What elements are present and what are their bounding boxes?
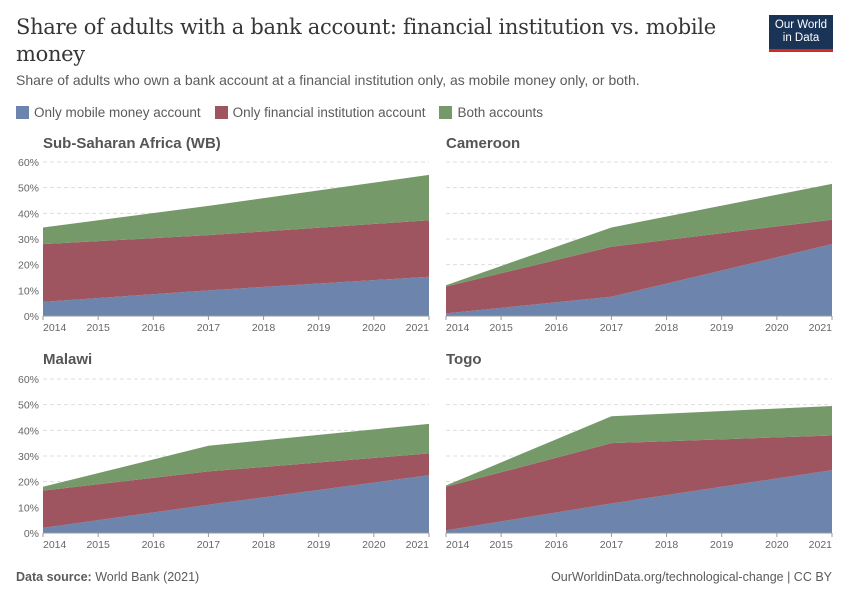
data-source: Data source: World Bank (2021) [16,570,199,584]
x-tick-label: 2016 [545,322,569,334]
x-tick-label: 2021 [809,539,833,551]
area-both-accounts[interactable] [446,405,832,487]
x-tick-label: 2015 [86,539,110,551]
x-tick-label: 2018 [655,322,679,334]
area-both-accounts[interactable] [43,174,429,245]
x-tick-label: 2019 [307,539,331,551]
area-only-financial-institution-account[interactable] [43,220,429,302]
panel-title-malawi: Malawi [43,351,93,368]
x-tick-label: 2018 [252,539,276,551]
y-tick-label: 0% [24,311,39,323]
legend-label: Only mobile money account [34,105,201,120]
x-tick-label: 2020 [765,322,789,334]
credit-link[interactable]: OurWorldinData.org/technological-change … [551,570,832,584]
y-tick-label: 30% [18,234,39,246]
x-tick-label: 2017 [600,322,624,334]
area-only-mobile-money-account[interactable] [43,475,429,533]
chart-panel-2: 0% 10% 20% 30% 40% 50% 60% 2014 2015 2016 2017 2018… [18,374,430,551]
x-tick-label: 2019 [307,322,331,334]
x-tick-label: 2019 [710,539,734,551]
x-tick-label: 2016 [142,539,166,551]
x-tick-label: 2018 [252,322,276,334]
x-tick-label: 2014 [43,322,67,334]
x-tick-label: 2017 [197,539,221,551]
y-tick-label: 20% [18,477,39,489]
x-tick-label: 2021 [809,322,833,334]
x-tick-label: 2017 [197,322,221,334]
y-tick-label: 60% [18,157,39,169]
y-tick-label: 50% [18,400,39,412]
area-only-financial-institution-account[interactable] [446,435,832,531]
y-tick-label: 60% [18,374,39,386]
area-both-accounts[interactable] [43,423,429,491]
legend-item-mobile-money[interactable]: Only mobile money account [16,105,201,120]
x-tick-label: 2015 [86,322,110,334]
x-tick-label: 2019 [710,322,734,334]
legend: Only mobile money account Only financial… [16,105,543,120]
legend-swatch-both [439,106,453,119]
legend-item-financial-institution[interactable]: Only financial institution account [214,105,426,120]
x-tick-label: 2020 [765,539,789,551]
chart-panel-0: 0% 10% 20% 30% 40% 50% 60% 2014 2015 2016 2017 2018… [18,157,430,334]
x-tick-label: 2021 [406,539,430,551]
legend-swatch-mobile [16,106,29,119]
panel-title-cameroon: Cameroon [446,135,521,152]
y-tick-label: 10% [18,502,39,514]
x-tick-label: 2020 [362,322,386,334]
y-tick-label: 40% [18,425,39,437]
x-tick-label: 2015 [489,539,513,551]
legend-label: Both accounts [457,105,544,120]
source-label: Data source: [16,570,92,584]
legend-item-both[interactable]: Both accounts [439,105,543,120]
chart-title: Share of adults with a bank account: fin… [16,15,716,66]
x-tick-label: 2021 [406,322,430,334]
x-tick-label: 2017 [600,539,624,551]
legend-label: Only financial institution account [232,105,426,120]
chart-panel-1: 2014 2015 2016 2017 2018 2019 2020 2021 [445,161,833,334]
x-tick-label: 2014 [43,539,67,551]
y-tick-label: 0% [24,528,39,540]
owid-logo[interactable]: Our World in Data [769,15,833,52]
legend-swatch-financial [214,106,228,119]
x-tick-label: 2018 [655,539,679,551]
logo-line-2: in Data [782,32,820,44]
chart-subtitle: Share of adults who own a bank account a… [16,72,640,88]
x-tick-label: 2014 [446,539,470,551]
x-tick-label: 2014 [446,322,470,334]
y-tick-label: 10% [18,285,39,297]
area-only-mobile-money-account[interactable] [446,244,832,316]
source-value[interactable]: World Bank (2021) [95,570,200,584]
area-only-mobile-money-account[interactable] [446,470,832,533]
logo-line-1: Our World [774,19,828,31]
area-both-accounts[interactable] [446,183,832,287]
y-tick-label: 50% [18,183,39,195]
y-tick-label: 40% [18,208,39,220]
y-tick-label: 30% [18,451,39,463]
area-only-mobile-money-account[interactable] [43,276,429,316]
panel-title-togo: Togo [446,351,482,368]
x-tick-label: 2020 [362,539,386,551]
x-tick-label: 2016 [545,539,569,551]
area-only-financial-institution-account[interactable] [43,453,429,528]
x-tick-label: 2016 [142,322,166,334]
y-tick-label: 20% [18,260,39,272]
chart-panel-3: 2014 2015 2016 2017 2018 2019 2020 2021 [445,378,833,551]
panel-title-ssa: Sub-Saharan Africa (WB) [43,135,221,152]
area-only-financial-institution-account[interactable] [446,219,832,314]
x-tick-label: 2015 [489,322,513,334]
